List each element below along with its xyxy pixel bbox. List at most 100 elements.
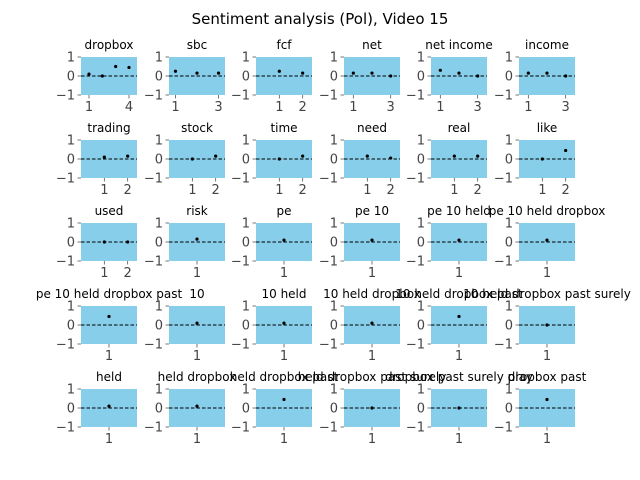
subplot-title: like xyxy=(537,121,558,135)
x-tick-label: 1 xyxy=(455,432,463,447)
y-tick-label: −1 xyxy=(319,421,338,436)
y-tick-label: 0 xyxy=(67,319,75,334)
subplot-title: sbc xyxy=(187,38,207,52)
x-tick-label: 1 xyxy=(450,183,458,198)
y-tick-label: 1 xyxy=(417,134,425,149)
x-tick-label: 1 xyxy=(280,266,288,281)
subplot-title: pe 10 xyxy=(355,204,389,218)
data-point xyxy=(100,74,104,78)
y-tick-label: 0 xyxy=(505,153,513,168)
x-tick-label: 3 xyxy=(474,100,482,115)
x-tick-label: 1 xyxy=(171,100,179,115)
data-point xyxy=(476,74,480,78)
y-tick-label: 0 xyxy=(155,153,163,168)
subplot-title: stock xyxy=(181,121,213,135)
x-tick-label: 3 xyxy=(214,100,222,115)
y-tick-label: 0 xyxy=(505,402,513,417)
subplot-18: pe 10 held dropbox past −1 0 1 1 xyxy=(36,287,183,364)
y-tick-label: −1 xyxy=(319,172,338,187)
data-point xyxy=(526,71,530,75)
y-tick-label: −1 xyxy=(406,89,425,104)
y-tick-label: 0 xyxy=(330,402,338,417)
x-tick-label: 1 xyxy=(363,183,371,198)
y-tick-label: −1 xyxy=(144,89,163,104)
data-point xyxy=(102,240,106,244)
data-point xyxy=(351,71,355,75)
data-point xyxy=(173,69,178,73)
data-point xyxy=(301,71,305,75)
subplot-10: real −1 0 1 1 2 xyxy=(406,121,487,198)
data-point xyxy=(438,68,442,72)
subplot-14: pe −1 0 1 1 xyxy=(231,204,312,281)
data-point xyxy=(370,321,374,325)
subplot-title: time xyxy=(270,121,297,135)
y-tick-label: −1 xyxy=(494,172,513,187)
x-tick-label: 1 xyxy=(193,266,201,281)
subplot-22: 10 held dropbox past −1 0 1 1 xyxy=(395,287,523,364)
x-tick-label: 1 xyxy=(105,349,113,364)
data-point xyxy=(277,69,281,73)
subplot-title: pe 10 held dropbox xyxy=(489,204,606,218)
x-tick-label: 1 xyxy=(280,432,288,447)
y-tick-label: 1 xyxy=(330,51,338,66)
y-tick-label: −1 xyxy=(231,338,250,353)
subplot-20: 10 held −1 0 1 1 xyxy=(231,287,312,364)
y-tick-label: 0 xyxy=(417,402,425,417)
y-tick-label: 1 xyxy=(242,51,250,66)
data-point xyxy=(301,154,305,158)
y-tick-label: −1 xyxy=(406,421,425,436)
data-point xyxy=(545,397,549,402)
subplot-29: dropbox past −1 0 1 1 xyxy=(494,370,587,447)
y-tick-label: 1 xyxy=(155,134,163,149)
data-point xyxy=(282,238,286,242)
y-tick-label: −1 xyxy=(406,172,425,187)
y-tick-label: 0 xyxy=(417,236,425,251)
subplot-23: 10 held dropbox past surely −1 0 1 1 xyxy=(463,287,631,364)
subplot-title: risk xyxy=(186,204,208,218)
y-tick-label: 1 xyxy=(330,217,338,232)
y-tick-label: −1 xyxy=(319,89,338,104)
subplot-title: held dropbox xyxy=(158,370,237,384)
x-tick-label: 1 xyxy=(368,349,376,364)
y-tick-label: −1 xyxy=(231,421,250,436)
subplot-6: trading −1 0 1 1 2 xyxy=(56,121,137,198)
x-tick-label: 1 xyxy=(188,183,196,198)
x-tick-label: 2 xyxy=(562,183,570,198)
x-tick-label: 2 xyxy=(474,183,482,198)
y-tick-label: −1 xyxy=(144,255,163,270)
subplot-8: time −1 0 1 1 2 xyxy=(231,121,312,198)
x-tick-label: 1 xyxy=(193,349,201,364)
x-tick-label: 1 xyxy=(436,100,444,115)
subplot-2: fcf −1 0 1 1 2 xyxy=(231,38,312,115)
y-tick-label: −1 xyxy=(494,421,513,436)
x-tick-label: 2 xyxy=(299,100,307,115)
data-point xyxy=(452,154,456,158)
data-point xyxy=(282,321,286,325)
x-tick-label: 2 xyxy=(299,183,307,198)
y-tick-label: 1 xyxy=(155,51,163,66)
data-point xyxy=(476,154,480,158)
subplot-9: need −1 0 1 1 2 xyxy=(319,121,400,198)
subplot-11: like −1 0 1 1 2 xyxy=(494,121,575,198)
subplot-title: dropbox past surely play xyxy=(385,370,533,384)
data-point xyxy=(195,71,199,75)
y-tick-label: 1 xyxy=(417,51,425,66)
data-point xyxy=(457,71,461,75)
x-tick-label: 1 xyxy=(193,432,201,447)
data-point xyxy=(126,240,130,244)
y-tick-label: 1 xyxy=(330,134,338,149)
y-tick-label: 1 xyxy=(330,383,338,398)
subplot-title: dropbox past xyxy=(508,370,587,384)
y-tick-label: 1 xyxy=(155,300,163,315)
y-tick-label: 0 xyxy=(417,153,425,168)
subplot-title: 10 held xyxy=(261,287,306,301)
y-tick-label: 1 xyxy=(242,217,250,232)
subplot-title: 10 xyxy=(189,287,204,301)
y-tick-label: 0 xyxy=(242,153,250,168)
y-tick-label: 1 xyxy=(67,300,75,315)
subplot-26: held dropbox past −1 0 1 1 xyxy=(230,370,339,447)
subplot-title: trading xyxy=(87,121,130,135)
subplot-title: real xyxy=(448,121,471,135)
x-tick-label: 1 xyxy=(455,266,463,281)
data-point xyxy=(540,157,544,161)
